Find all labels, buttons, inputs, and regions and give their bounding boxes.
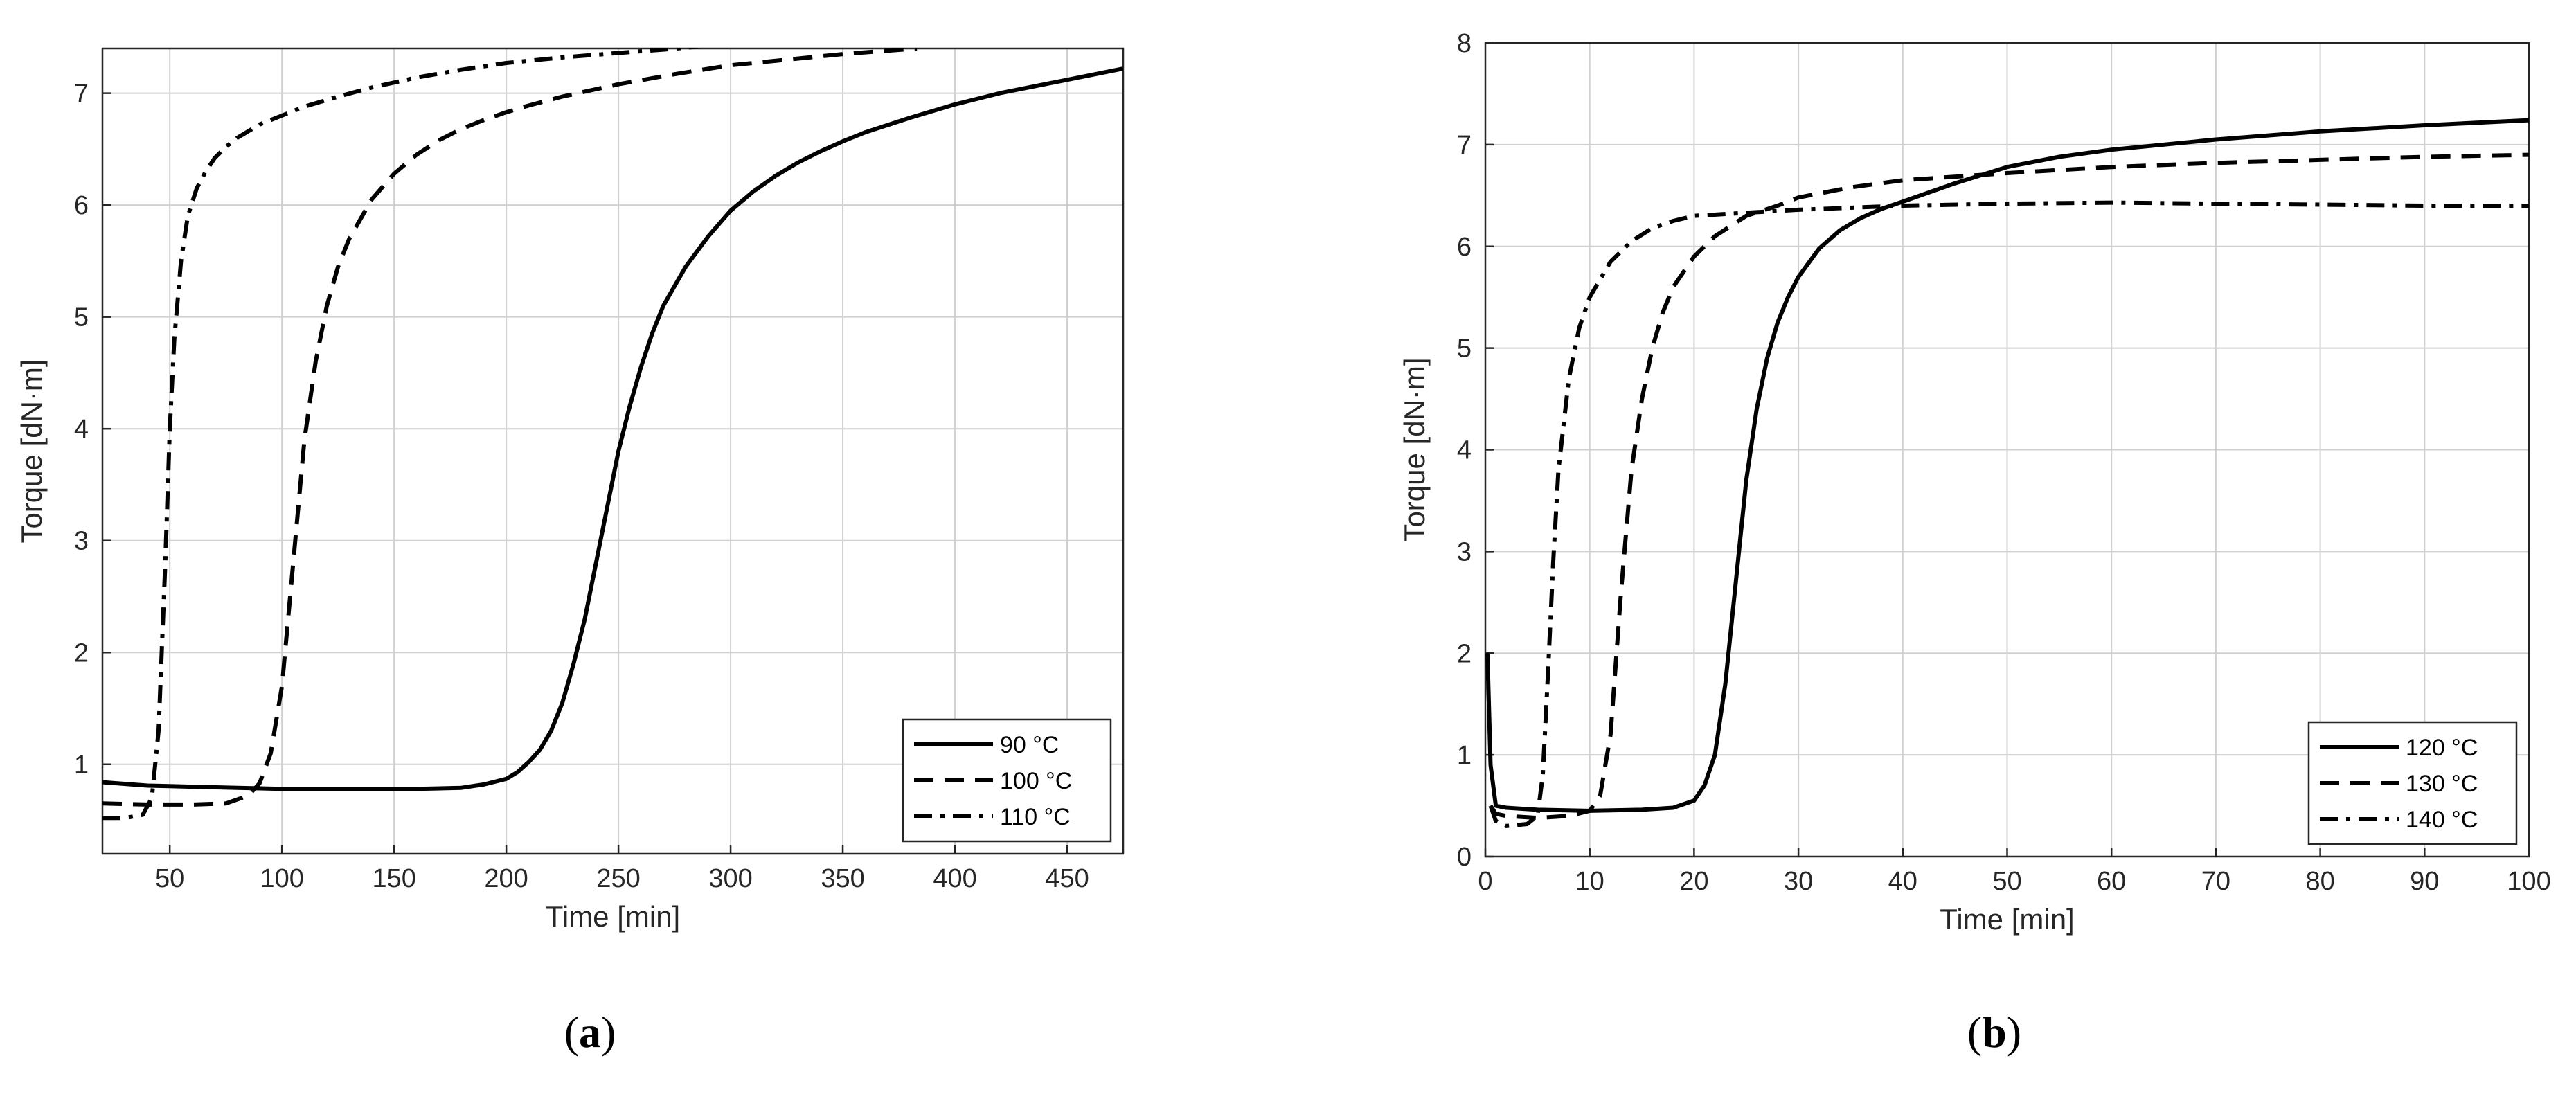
x-tick-label: 450 bbox=[1045, 864, 1089, 893]
y-tick-label: 7 bbox=[74, 80, 89, 109]
y-tick-label: 6 bbox=[74, 191, 89, 220]
panel-b-plot-area bbox=[1484, 42, 2530, 858]
panel-b-caption: (b) bbox=[1967, 1008, 2021, 1057]
x-tick-label: 100 bbox=[2507, 867, 2550, 896]
panel-a-x-axis-label: Time [min] bbox=[546, 900, 680, 933]
caption-letter: a bbox=[579, 1008, 601, 1057]
panel-b-grid bbox=[1484, 42, 2530, 858]
x-tick-label: 50 bbox=[1992, 867, 2021, 896]
y-tick-label: 6 bbox=[1457, 233, 1472, 262]
x-tick-label: 30 bbox=[1784, 867, 1813, 896]
x-tick-label: 0 bbox=[1478, 867, 1492, 896]
y-tick-label: 1 bbox=[74, 751, 89, 780]
panel-b-x-axis-label: Time [min] bbox=[1940, 903, 2074, 936]
panel-a-plot-area bbox=[101, 47, 1125, 855]
y-tick-label: 5 bbox=[74, 303, 89, 332]
panel-b-curves bbox=[1485, 118, 2529, 828]
panel-a-legend: 90 °C 100 °C 110 °C bbox=[902, 718, 1112, 843]
x-tick-label: 90 bbox=[2410, 867, 2439, 896]
x-tick-label: 20 bbox=[1679, 867, 1708, 896]
legend-entry: 130 °C bbox=[2406, 771, 2478, 797]
caption-letter: b bbox=[1982, 1008, 2007, 1057]
y-tick-label: 3 bbox=[1457, 537, 1472, 566]
legend-entry: 120 °C bbox=[2406, 735, 2478, 761]
series-line-dashed bbox=[102, 48, 918, 807]
y-tick-label: 2 bbox=[74, 638, 89, 668]
y-tick-label: 2 bbox=[1457, 639, 1472, 668]
x-tick-label: 200 bbox=[484, 864, 528, 893]
x-tick-label: 70 bbox=[2201, 867, 2230, 896]
panel-b-y-ticks: 0 1 2 3 4 5 6 7 8 bbox=[1457, 29, 1472, 872]
y-tick-label: 5 bbox=[1457, 334, 1472, 364]
x-tick-label: 10 bbox=[1575, 867, 1604, 896]
legend-box bbox=[2307, 721, 2518, 845]
series-line-solid bbox=[102, 66, 1123, 791]
x-tick-label: 50 bbox=[155, 864, 184, 893]
x-tick-label: 60 bbox=[2097, 867, 2126, 896]
series-line-dashdot bbox=[102, 48, 702, 821]
y-tick-label: 0 bbox=[1457, 843, 1472, 872]
legend-entry: 100 °C bbox=[1000, 768, 1072, 794]
series-line-dashdot bbox=[1488, 200, 2529, 828]
y-tick-label: 8 bbox=[1457, 29, 1472, 58]
series-line-dashed bbox=[1488, 152, 2529, 821]
panel-a-y-ticks: 1 2 3 4 5 6 7 bbox=[74, 80, 89, 780]
panel-b-x-ticks: 0 10 20 30 40 50 60 70 80 90 100 bbox=[1478, 867, 2550, 896]
x-tick-label: 350 bbox=[821, 864, 864, 893]
series-line-solid bbox=[1485, 118, 2529, 813]
x-tick-label: 80 bbox=[2305, 867, 2334, 896]
panel-a-curves bbox=[102, 48, 1123, 821]
panel-b: 0 10 20 30 40 50 60 70 80 90 100 0 1 2 3 4 5 6 7 8 Time [m… bbox=[1398, 29, 2551, 936]
legend-entry: 140 °C bbox=[2406, 807, 2478, 833]
x-tick-label: 300 bbox=[708, 864, 752, 893]
y-tick-label: 4 bbox=[1457, 436, 1472, 465]
panel-a-y-axis-label: Torque [dN·m] bbox=[15, 359, 48, 543]
x-tick-label: 250 bbox=[596, 864, 640, 893]
panel-a-grid bbox=[102, 48, 1123, 854]
legend-entry: 90 °C bbox=[1000, 732, 1059, 758]
panel-b-y-axis-label: Torque [dN·m] bbox=[1398, 357, 1431, 541]
panel-b-legend: 120 °C 130 °C 140 °C bbox=[2307, 721, 2518, 845]
x-tick-label: 150 bbox=[372, 864, 415, 893]
y-tick-label: 4 bbox=[74, 415, 89, 444]
panel-a-caption: (a) bbox=[564, 1008, 616, 1057]
y-tick-label: 3 bbox=[74, 527, 89, 556]
legend-box bbox=[902, 718, 1112, 843]
x-tick-label: 400 bbox=[933, 864, 976, 893]
y-tick-label: 7 bbox=[1457, 131, 1472, 160]
panel-a-x-ticks: 50 100 150 200 250 300 350 400 450 bbox=[155, 864, 1089, 893]
panel-a: 50 100 150 200 250 300 350 400 450 1 2 3 4 5 6 7 Time … bbox=[15, 47, 1125, 933]
legend-entry: 110 °C bbox=[1000, 804, 1071, 830]
x-tick-label: 100 bbox=[260, 864, 303, 893]
y-tick-label: 1 bbox=[1457, 741, 1472, 770]
x-tick-label: 40 bbox=[1888, 867, 1917, 896]
